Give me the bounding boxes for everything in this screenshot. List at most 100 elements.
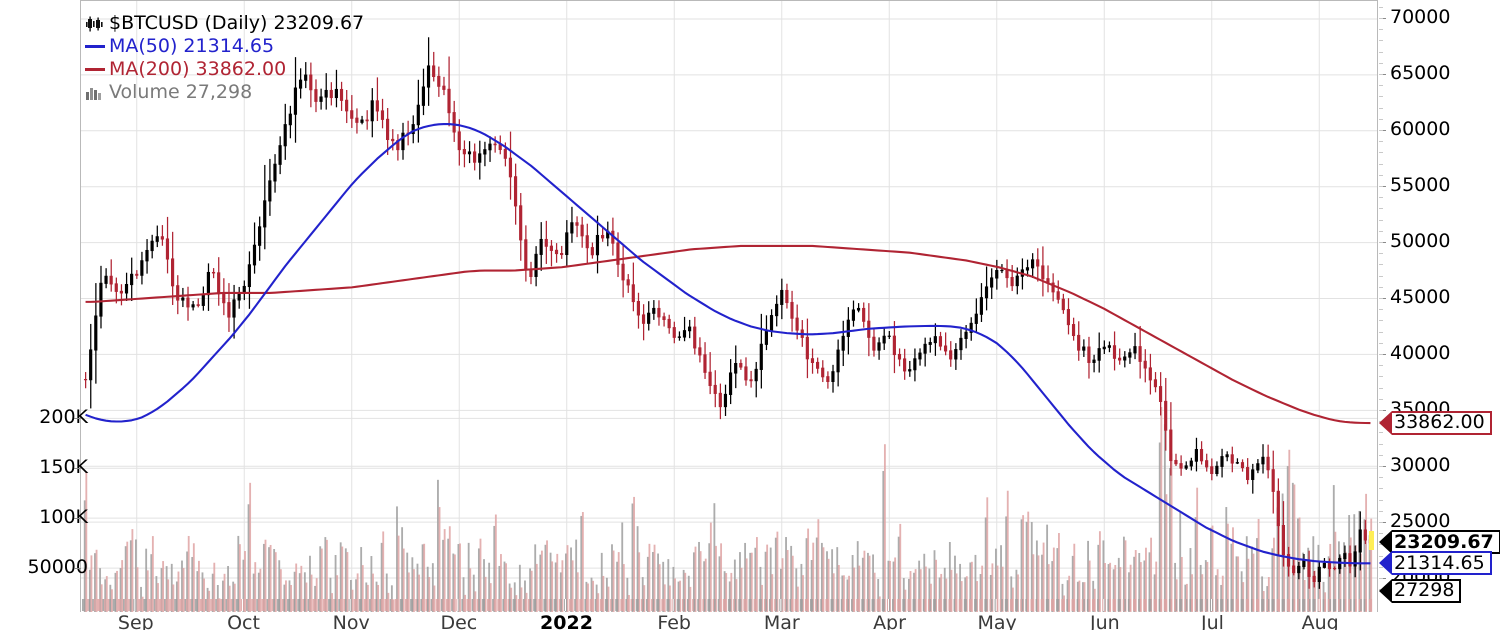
last-candle-highlight xyxy=(1368,531,1375,551)
flag-arrow-icon xyxy=(1379,410,1392,435)
price-axis-minor-tick xyxy=(1379,454,1383,456)
x-axis-month-labels: Sep Oct Nov Dec 2022 Feb Mar Apr May Jun Jul Aug xyxy=(0,614,1500,630)
price-axis-minor-tick xyxy=(1379,6,1383,8)
price-axis-minor-tick xyxy=(1379,96,1383,98)
price-axis-minor-tick xyxy=(1379,264,1383,266)
price-axis-minor-tick xyxy=(1379,488,1383,490)
flag-arrow-icon xyxy=(1379,530,1392,555)
price-axis-minor-tick xyxy=(1379,40,1383,42)
price-axis-minor-tick xyxy=(1379,354,1383,355)
x-axis-month-label: 2022 xyxy=(540,614,593,630)
last-price-flag[interactable]: 23209.67 xyxy=(1379,530,1500,555)
volume-bars-icon xyxy=(84,84,106,102)
volume-axis-tick xyxy=(74,568,81,569)
price-axis-tick-label: 50000 xyxy=(1390,230,1451,252)
price-axis-minor-tick xyxy=(1379,107,1383,109)
volume-axis-tick-label: 150K xyxy=(39,456,88,478)
price-axis-minor-tick xyxy=(1379,163,1383,165)
price-axis-minor-tick xyxy=(1379,309,1383,311)
legend-row-volume: Volume 27,298 xyxy=(84,81,364,104)
ma50-value-flag[interactable]: 21314.65 xyxy=(1379,551,1492,576)
volume-flag-label: 27298 xyxy=(1392,578,1462,603)
price-axis-tick-label: 60000 xyxy=(1390,118,1451,140)
last-price-flag-label: 23209.67 xyxy=(1392,530,1500,555)
legend-ma50-label: MA(50) 21314.65 xyxy=(109,35,275,57)
legend-volume-label: Volume 27,298 xyxy=(109,81,253,103)
volume-axis-tick-label: 50000 xyxy=(27,556,88,578)
chart-legend: $BTCUSD (Daily) 23209.67 MA(50) 21314.65… xyxy=(84,12,364,104)
price-axis-minor-tick xyxy=(1379,320,1383,322)
price-axis-tick-label: 65000 xyxy=(1390,62,1451,84)
price-axis-minor-tick xyxy=(1379,443,1383,445)
price-axis-minor-tick xyxy=(1379,85,1383,87)
legend-ma200-label: MA(200) 33862.00 xyxy=(109,58,287,80)
legend-title: $BTCUSD (Daily) 23209.67 xyxy=(109,12,365,34)
price-axis-minor-tick xyxy=(1379,219,1383,221)
ma200-line xyxy=(85,244,1371,425)
x-axis-month-label: Aug xyxy=(1301,614,1339,630)
price-axis-minor-tick xyxy=(1379,376,1383,378)
price-axis-minor-tick xyxy=(1379,118,1383,120)
candlesticks xyxy=(83,37,1373,589)
price-axis-minor-tick xyxy=(1379,130,1383,131)
price-axis-tick-label: 40000 xyxy=(1390,342,1451,364)
candlestick-icon xyxy=(84,15,106,33)
price-axis-tick-label: 25000 xyxy=(1390,510,1451,532)
volume-bars xyxy=(83,407,1373,612)
ma200-flag-label: 33862.00 xyxy=(1392,410,1492,435)
legend-row-ma200: MA(200) 33862.00 xyxy=(84,58,364,81)
price-axis-minor-tick xyxy=(1379,477,1383,479)
x-axis-month-label: Oct xyxy=(227,614,260,630)
red-line-icon xyxy=(84,61,106,79)
price-axis-tick-label: 30000 xyxy=(1390,454,1451,476)
price-axis-minor-tick xyxy=(1379,29,1383,31)
price-axis-minor-tick xyxy=(1379,62,1383,64)
price-axis-minor-tick xyxy=(1379,141,1383,143)
volume-value-flag[interactable]: 27298 xyxy=(1379,578,1462,603)
price-axis-minor-tick xyxy=(1379,331,1383,333)
price-axis-minor-tick xyxy=(1379,342,1383,344)
x-axis-month-label: Jun xyxy=(1089,614,1120,630)
x-axis-volume-strip xyxy=(81,598,1377,612)
price-axis-tick-label: 70000 xyxy=(1390,6,1451,28)
price-axis-minor-tick xyxy=(1379,242,1383,243)
price-axis-minor-tick xyxy=(1379,499,1383,501)
price-axis-minor-ticks xyxy=(1379,0,1383,612)
x-axis-month-label: May xyxy=(977,614,1017,630)
price-axis-minor-tick xyxy=(1379,466,1383,467)
chart-series-layer xyxy=(83,37,1373,612)
x-axis-month-label: Apr xyxy=(873,614,906,630)
x-axis-month-label: Feb xyxy=(657,614,691,630)
price-axis-minor-tick xyxy=(1379,230,1383,232)
x-axis-month-label: Sep xyxy=(117,614,154,630)
volume-axis-tick-label: 100K xyxy=(39,506,88,528)
x-axis-month-label: Mar xyxy=(763,614,800,630)
blue-line-icon xyxy=(84,38,106,56)
price-axis-minor-tick xyxy=(1379,298,1383,299)
ma50-flag-label: 21314.65 xyxy=(1392,551,1492,576)
volume-axis-tick xyxy=(74,518,81,519)
volume-axis-tick-label: 200K xyxy=(39,406,88,428)
legend-row-price: $BTCUSD (Daily) 23209.67 xyxy=(84,12,364,35)
flag-arrow-icon xyxy=(1379,578,1392,603)
flag-arrow-icon xyxy=(1379,551,1392,576)
price-axis-minor-tick xyxy=(1379,578,1383,579)
ma200-value-flag[interactable]: 33862.00 xyxy=(1379,410,1492,435)
price-axis-minor-tick xyxy=(1379,174,1383,176)
price-axis-minor-tick xyxy=(1379,253,1383,255)
price-axis-minor-tick xyxy=(1379,398,1383,400)
price-axis-minor-tick xyxy=(1379,74,1383,75)
price-axis-minor-tick xyxy=(1379,152,1383,154)
ma50-line xyxy=(85,123,1371,565)
price-axis-minor-tick xyxy=(1379,410,1383,411)
price-axis-tick-label: 55000 xyxy=(1390,174,1451,196)
chart-plot-area[interactable] xyxy=(80,0,1378,612)
volume-axis-tick xyxy=(74,418,81,419)
price-axis-minor-tick xyxy=(1379,387,1383,389)
price-axis-tick-label: 45000 xyxy=(1390,286,1451,308)
legend-row-ma50: MA(50) 21314.65 xyxy=(84,35,364,58)
x-axis-month-label: Nov xyxy=(332,614,370,630)
price-axis-minor-tick xyxy=(1379,365,1383,367)
price-axis-minor-tick xyxy=(1379,286,1383,288)
